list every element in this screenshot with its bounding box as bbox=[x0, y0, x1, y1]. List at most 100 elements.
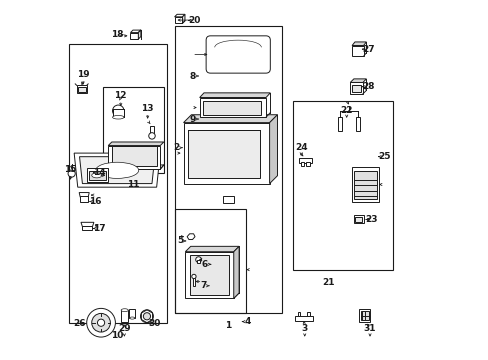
Circle shape bbox=[68, 170, 75, 177]
Polygon shape bbox=[199, 93, 270, 98]
Polygon shape bbox=[233, 246, 239, 298]
Text: 3: 3 bbox=[301, 324, 307, 333]
Bar bbox=[187, 130, 259, 178]
Bar bbox=[300, 162, 304, 166]
Text: 8: 8 bbox=[189, 72, 195, 81]
Ellipse shape bbox=[112, 116, 124, 119]
Bar bbox=[174, 209, 246, 313]
Bar bbox=[203, 101, 261, 115]
Circle shape bbox=[86, 309, 115, 337]
Bar bbox=[298, 158, 311, 163]
Bar bbox=[69, 44, 167, 323]
Bar bbox=[337, 117, 341, 131]
Bar bbox=[355, 217, 362, 222]
Polygon shape bbox=[174, 14, 184, 17]
Text: 15: 15 bbox=[64, 165, 77, 174]
Text: 2: 2 bbox=[173, 143, 179, 152]
Text: 10: 10 bbox=[111, 332, 123, 341]
Text: 31: 31 bbox=[363, 324, 375, 333]
Text: 13: 13 bbox=[141, 104, 154, 113]
Bar bbox=[351, 85, 360, 92]
Text: 20: 20 bbox=[188, 16, 200, 25]
Text: 24: 24 bbox=[294, 143, 307, 152]
Bar bbox=[174, 26, 282, 313]
Circle shape bbox=[195, 257, 201, 262]
Text: 6: 6 bbox=[202, 260, 208, 269]
Polygon shape bbox=[81, 222, 94, 226]
Text: 22: 22 bbox=[340, 105, 352, 114]
Bar bbox=[189, 255, 229, 295]
Polygon shape bbox=[351, 42, 366, 45]
Text: 19: 19 bbox=[77, 70, 89, 79]
Bar bbox=[192, 278, 195, 286]
Polygon shape bbox=[183, 115, 277, 123]
Bar bbox=[355, 117, 359, 131]
Text: 17: 17 bbox=[93, 224, 105, 233]
Bar bbox=[294, 316, 312, 320]
Bar bbox=[199, 98, 265, 117]
Bar bbox=[306, 312, 309, 316]
Bar bbox=[108, 145, 160, 169]
Text: 28: 28 bbox=[361, 82, 374, 91]
Polygon shape bbox=[349, 79, 366, 82]
Bar bbox=[80, 196, 88, 202]
Text: 1: 1 bbox=[225, 321, 231, 330]
Bar bbox=[130, 33, 138, 39]
Polygon shape bbox=[138, 30, 141, 39]
Bar bbox=[86, 168, 108, 182]
Ellipse shape bbox=[96, 162, 139, 179]
Polygon shape bbox=[108, 165, 163, 169]
Text: 18: 18 bbox=[111, 30, 123, 39]
Polygon shape bbox=[80, 157, 155, 184]
Bar bbox=[305, 162, 309, 166]
Bar bbox=[197, 260, 200, 263]
Polygon shape bbox=[269, 115, 277, 184]
Text: 21: 21 bbox=[322, 278, 334, 287]
Text: 11: 11 bbox=[127, 180, 139, 189]
Bar bbox=[292, 101, 392, 270]
Bar bbox=[349, 82, 362, 94]
Text: 14: 14 bbox=[93, 168, 105, 177]
Bar bbox=[183, 123, 269, 184]
Text: 27: 27 bbox=[361, 45, 374, 54]
Bar bbox=[121, 310, 128, 321]
Bar bbox=[353, 171, 376, 199]
Bar bbox=[174, 17, 182, 23]
Ellipse shape bbox=[92, 173, 102, 178]
Text: 23: 23 bbox=[365, 215, 377, 224]
Circle shape bbox=[143, 313, 150, 320]
Bar bbox=[112, 146, 156, 166]
Text: 26: 26 bbox=[73, 319, 85, 328]
Polygon shape bbox=[187, 234, 195, 239]
Circle shape bbox=[148, 133, 155, 139]
Polygon shape bbox=[185, 246, 239, 252]
Bar bbox=[129, 309, 135, 318]
Circle shape bbox=[92, 314, 110, 332]
Circle shape bbox=[112, 105, 124, 117]
Polygon shape bbox=[130, 30, 141, 33]
Text: 5: 5 bbox=[177, 237, 183, 246]
Text: 30: 30 bbox=[148, 319, 160, 328]
Polygon shape bbox=[108, 142, 163, 145]
Circle shape bbox=[191, 274, 196, 279]
Bar bbox=[112, 109, 124, 117]
Bar bbox=[185, 252, 233, 298]
Bar bbox=[149, 126, 154, 134]
Bar bbox=[359, 309, 369, 321]
Text: 25: 25 bbox=[377, 152, 390, 161]
Bar bbox=[351, 45, 363, 56]
Ellipse shape bbox=[121, 309, 128, 312]
Polygon shape bbox=[74, 153, 160, 187]
Circle shape bbox=[97, 319, 104, 326]
Bar bbox=[77, 85, 86, 93]
Text: 16: 16 bbox=[89, 197, 102, 206]
Bar bbox=[82, 226, 92, 230]
Polygon shape bbox=[182, 14, 184, 23]
Text: 29: 29 bbox=[118, 324, 130, 333]
Bar bbox=[102, 87, 163, 173]
Bar bbox=[223, 196, 233, 203]
Ellipse shape bbox=[129, 317, 135, 319]
Bar bbox=[351, 167, 378, 202]
Bar bbox=[78, 87, 85, 92]
Bar bbox=[88, 171, 106, 180]
